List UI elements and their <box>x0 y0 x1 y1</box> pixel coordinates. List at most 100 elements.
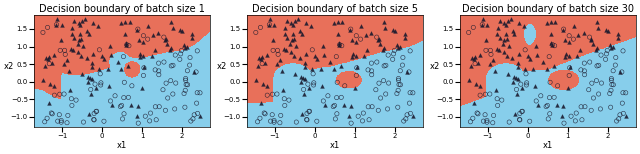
Point <box>552 104 562 106</box>
Point <box>508 30 518 33</box>
Point <box>91 110 101 113</box>
Point <box>302 112 312 115</box>
Point <box>76 32 86 35</box>
Point <box>62 59 72 61</box>
Point <box>252 121 262 123</box>
Point <box>613 33 623 35</box>
Point <box>186 120 196 122</box>
Point <box>591 79 602 82</box>
Point <box>564 74 574 77</box>
Point <box>473 113 483 115</box>
Point <box>502 20 513 22</box>
Point <box>191 71 201 73</box>
Point <box>577 119 587 121</box>
Point <box>296 76 307 79</box>
Point <box>319 54 329 57</box>
Point <box>49 85 59 87</box>
Point <box>543 118 554 120</box>
Point <box>475 94 485 96</box>
Point <box>312 120 322 122</box>
Point <box>124 21 134 24</box>
Point <box>560 39 570 41</box>
Point <box>548 65 559 67</box>
Point <box>67 97 77 100</box>
Point <box>333 21 343 23</box>
Point <box>255 117 265 120</box>
Point <box>374 82 384 84</box>
Point <box>269 121 279 123</box>
Point <box>481 49 491 52</box>
Point <box>290 20 300 22</box>
Point <box>351 41 362 43</box>
Point <box>372 36 382 38</box>
Point <box>74 39 84 41</box>
Point <box>332 96 342 99</box>
Point <box>400 33 410 35</box>
Point <box>289 38 299 40</box>
Point <box>180 106 190 108</box>
Point <box>378 79 388 82</box>
Point <box>108 104 118 106</box>
Point <box>523 55 533 57</box>
Point <box>119 113 129 115</box>
Point <box>56 119 67 122</box>
Point <box>546 21 556 23</box>
Point <box>56 24 67 26</box>
Point <box>147 55 157 57</box>
Point <box>175 29 186 31</box>
Point <box>41 57 51 59</box>
Point <box>145 120 155 122</box>
Point <box>559 122 569 124</box>
Point <box>159 61 169 63</box>
Point <box>513 66 524 68</box>
Point <box>308 82 319 84</box>
Point <box>346 28 356 30</box>
Point <box>132 29 142 31</box>
Point <box>127 85 137 87</box>
Point <box>398 56 408 59</box>
Point <box>76 55 86 57</box>
Point <box>378 49 388 51</box>
Point <box>509 113 520 115</box>
Point <box>404 71 414 73</box>
Point <box>501 38 511 40</box>
Point <box>499 39 509 41</box>
Point <box>268 39 278 41</box>
Point <box>73 51 83 53</box>
Point <box>388 53 399 55</box>
Point <box>392 43 402 46</box>
Point <box>474 54 484 57</box>
Point <box>117 118 127 120</box>
Point <box>516 110 527 113</box>
Point <box>513 53 524 55</box>
Point <box>330 104 340 107</box>
Point <box>618 112 628 115</box>
Point <box>586 37 596 40</box>
Point <box>547 44 557 46</box>
Point <box>298 77 308 79</box>
Point <box>485 63 495 65</box>
Point <box>564 67 575 69</box>
Point <box>45 83 56 85</box>
Point <box>612 37 623 39</box>
Point <box>544 55 554 58</box>
Point <box>166 79 176 82</box>
Point <box>557 29 568 31</box>
Point <box>99 58 109 60</box>
Point <box>277 70 287 72</box>
Point <box>87 66 97 68</box>
Point <box>325 60 335 63</box>
Point <box>464 78 474 81</box>
Point <box>86 93 96 95</box>
Point <box>289 55 299 57</box>
Point <box>165 49 175 51</box>
Point <box>328 105 339 108</box>
Point <box>260 62 271 64</box>
Point <box>610 64 620 66</box>
Point <box>180 79 191 81</box>
Point <box>106 54 116 57</box>
Point <box>371 88 381 91</box>
Point <box>52 18 62 21</box>
Point <box>296 113 307 115</box>
Point <box>55 49 65 52</box>
